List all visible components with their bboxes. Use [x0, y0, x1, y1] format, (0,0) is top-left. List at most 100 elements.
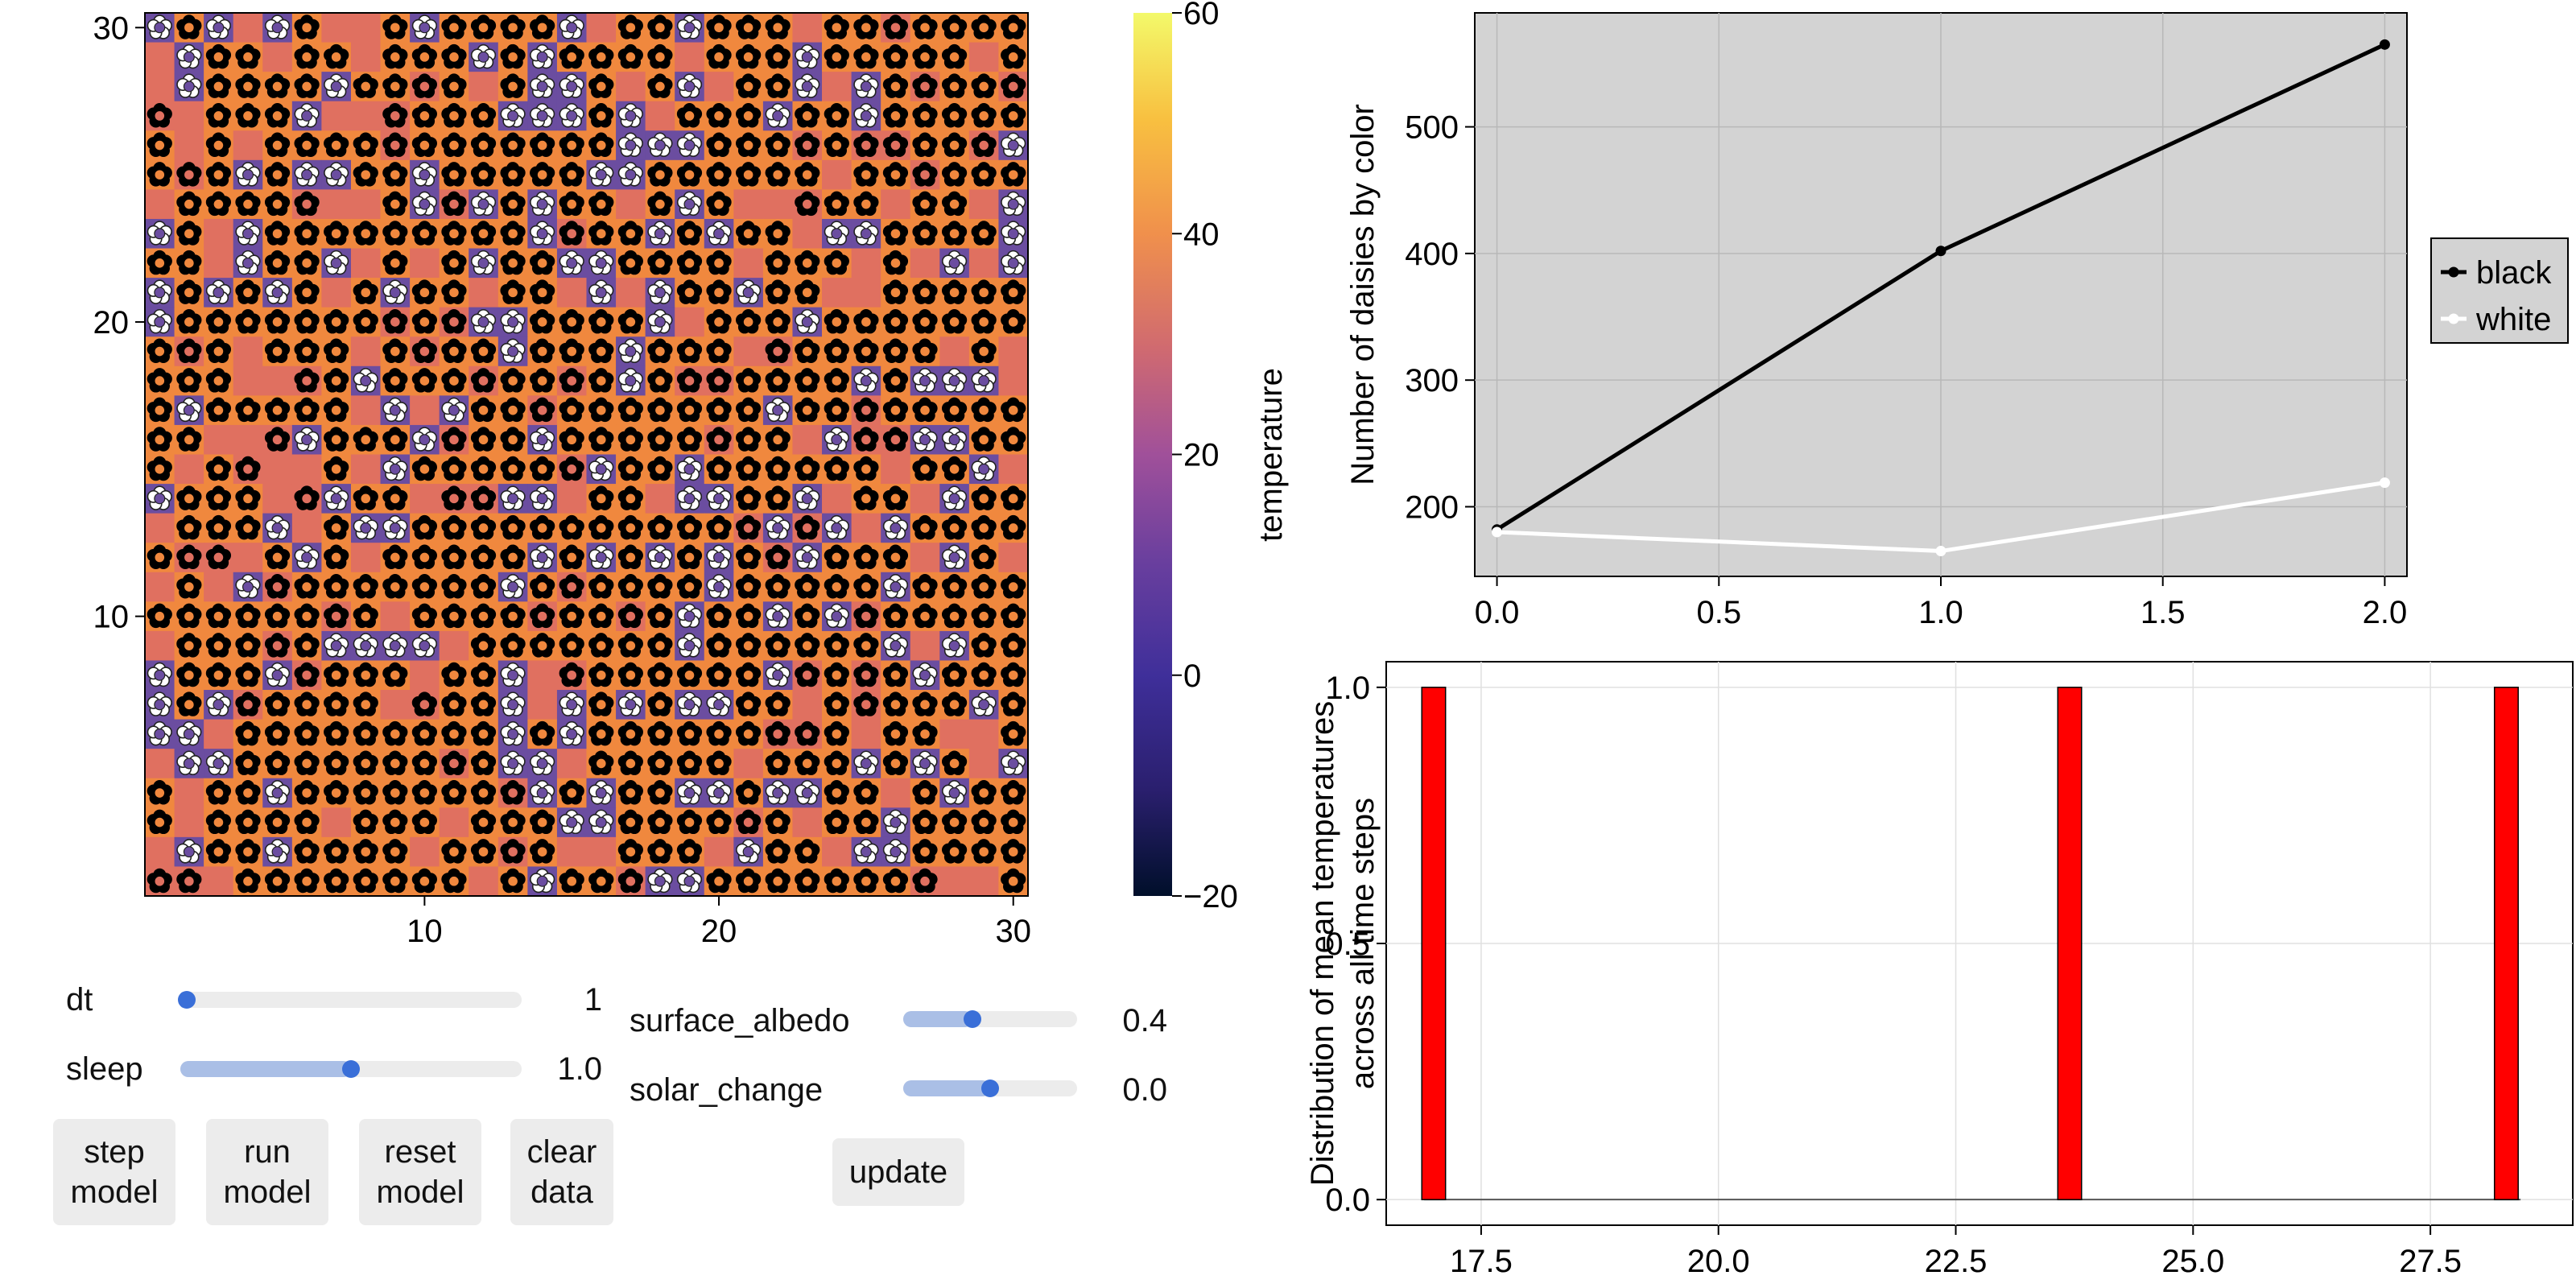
black-daisy-icon [205, 662, 232, 687]
black-daisy-icon [765, 633, 791, 658]
black-daisy-icon [324, 868, 349, 894]
black-daisy-icon [971, 603, 997, 629]
white-daisy-icon [676, 868, 703, 894]
black-daisy-icon [324, 720, 349, 746]
surface-albedo-slider[interactable] [903, 1010, 1077, 1028]
black-daisy-icon [912, 868, 938, 894]
black-daisy-icon [912, 191, 938, 217]
black-daisy-icon [588, 514, 614, 540]
black-daisy-icon [795, 839, 820, 864]
clear-data-button[interactable]: clear data [510, 1119, 613, 1225]
black-daisy-icon [706, 250, 732, 275]
black-daisy-icon [795, 456, 820, 481]
black-daisy-icon [441, 456, 467, 481]
white-daisy-icon [795, 43, 820, 69]
black-daisy-icon [971, 14, 997, 39]
black-daisy-icon [882, 221, 909, 246]
grid-cell [881, 189, 911, 220]
dt-slider[interactable] [178, 991, 522, 1009]
black-daisy-icon [765, 14, 791, 39]
black-daisy-icon [795, 662, 820, 687]
black-daisy-icon [676, 839, 703, 864]
black-daisy-icon [235, 720, 261, 746]
black-daisy-icon [853, 191, 879, 217]
run-model-button[interactable]: run model [206, 1119, 328, 1225]
black-daisy-icon [617, 780, 643, 805]
grid-cell [910, 630, 940, 662]
sleep-slider[interactable] [180, 1060, 522, 1078]
black-daisy-icon [647, 514, 673, 540]
white-daisy-icon [706, 485, 732, 510]
y-tick-label: 0.5 [1325, 927, 1370, 962]
white-daisy-icon [264, 839, 291, 864]
black-daisy-icon [500, 456, 526, 481]
black-daisy-icon [706, 603, 732, 629]
grid-cell [733, 749, 764, 779]
white-daisy-icon [824, 221, 849, 246]
black-daisy-icon [411, 809, 437, 835]
update-button[interactable]: update [832, 1138, 964, 1206]
black-daisy-icon [530, 368, 555, 393]
black-daisy-icon [176, 221, 202, 246]
black-daisy-icon [441, 308, 467, 334]
black-daisy-icon [294, 191, 320, 217]
black-daisy-icon [941, 279, 968, 304]
black-daisy-icon [765, 250, 791, 275]
black-daisy-icon [441, 603, 467, 629]
slider-thumb[interactable] [981, 1080, 999, 1097]
white-daisy-icon [264, 14, 291, 39]
black-daisy-icon [441, 14, 467, 39]
white-daisy-icon [530, 191, 555, 217]
white-daisy-icon [530, 102, 555, 128]
slider-thumb[interactable] [342, 1060, 360, 1078]
white-daisy-icon [853, 73, 879, 98]
black-daisy-icon [294, 73, 320, 98]
grid-cell [204, 866, 234, 897]
white-daisy-icon [588, 250, 614, 275]
black-daisy-icon [941, 750, 968, 775]
black-daisy-icon [736, 14, 762, 39]
grid-cell [998, 454, 1029, 485]
slider-thumb[interactable] [964, 1010, 982, 1028]
solar-change-slider[interactable] [903, 1080, 1077, 1097]
black-daisy-icon [765, 308, 791, 334]
grid-axes: 10 20 30 10 20 30 [93, 10, 1031, 949]
white-daisy-icon [500, 574, 526, 599]
white-daisy-icon [530, 868, 555, 894]
black-daisy-icon [941, 308, 968, 334]
black-daisy-icon [382, 132, 408, 158]
step-model-button[interactable]: step model [53, 1119, 175, 1225]
black-daisy-icon [795, 750, 820, 775]
black-daisy-icon [353, 780, 378, 805]
black-daisy-icon [1001, 839, 1026, 864]
legend-white-label: white [2475, 302, 2551, 337]
black-daisy-icon [941, 809, 968, 835]
black-daisy-icon [676, 162, 703, 187]
white-daisy-icon [235, 162, 261, 187]
white-daisy-icon [647, 279, 673, 304]
black-daisy-icon [470, 809, 497, 835]
black-daisy-icon [205, 132, 232, 158]
daisy-count-line-chart: 0.0 0.5 1.0 1.5 2.0 200 300 400 500 Number of dai… [1345, 12, 2569, 628]
black-daisy-icon [147, 427, 172, 452]
white-daisy-icon [530, 750, 555, 775]
black-daisy-icon [941, 43, 968, 69]
slider-thumb[interactable] [178, 991, 196, 1009]
white-daisy-icon [706, 780, 732, 805]
white-daisy-icon [470, 43, 497, 69]
black-daisy-icon [176, 191, 202, 217]
grid-cell [792, 13, 823, 43]
black-daisy-icon [882, 14, 909, 39]
x-tick-label: 20.0 [1687, 1244, 1750, 1279]
black-daisy-icon [1001, 633, 1026, 658]
black-daisy-icon [559, 544, 584, 569]
black-daisy-icon [588, 221, 614, 246]
white-daisy-icon [1001, 250, 1026, 275]
white-daisy-icon [411, 633, 437, 658]
black-daisy-icon [205, 603, 232, 629]
black-daisy-icon [264, 338, 291, 363]
black-daisy-icon [853, 43, 879, 69]
reset-model-button[interactable]: reset model [359, 1119, 481, 1225]
white-daisy-icon [530, 780, 555, 805]
white-daisy-icon [382, 514, 408, 540]
